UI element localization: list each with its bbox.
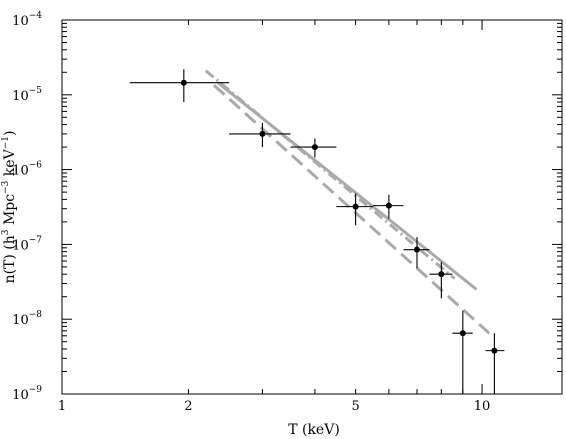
point-marker [413, 246, 420, 253]
data-point [372, 194, 404, 219]
x-tick-label: 10 [474, 399, 491, 414]
y-tick-label: 10−4 [12, 11, 42, 29]
data-point [452, 310, 473, 394]
y-tick-label: 10−9 [12, 385, 42, 403]
x-tick-label: 2 [184, 399, 192, 414]
data-point [485, 333, 505, 394]
y-tick-label: 10−6 [12, 161, 42, 179]
x-tick-label: 1 [58, 399, 66, 414]
y-tick-label: 10−8 [12, 310, 42, 328]
data-point [129, 69, 230, 103]
x-tick-label: 5 [351, 399, 359, 414]
data-point [336, 193, 373, 226]
data-point [290, 138, 337, 158]
x-axis-label: T (keV) [288, 422, 340, 438]
y-tick-label: 10−7 [12, 235, 42, 253]
plot-frame [61, 19, 563, 395]
axis-ticks: 1 2 5 10 10−9 10−8 10−7 10−6 10−5 10−4 [12, 11, 562, 414]
point-marker [180, 79, 187, 86]
point-marker [352, 203, 359, 210]
y-axis-label: n(T) (h3 Mpc−3 keV−1) [1, 131, 18, 284]
data-point [229, 122, 291, 148]
point-marker [438, 271, 445, 278]
y-tick-label: 10−5 [12, 86, 42, 104]
point-marker [459, 330, 466, 337]
model-curves [204, 69, 491, 335]
point-marker [491, 347, 498, 354]
point-marker [259, 130, 266, 137]
data-point [429, 262, 453, 299]
model-curve-solid [216, 81, 478, 291]
model-curve-dash-dot [204, 69, 456, 280]
point-marker [385, 202, 392, 209]
model-curve-dashed [212, 83, 491, 335]
data-point [403, 237, 430, 269]
point-marker [311, 144, 318, 151]
data-points [129, 69, 505, 394]
